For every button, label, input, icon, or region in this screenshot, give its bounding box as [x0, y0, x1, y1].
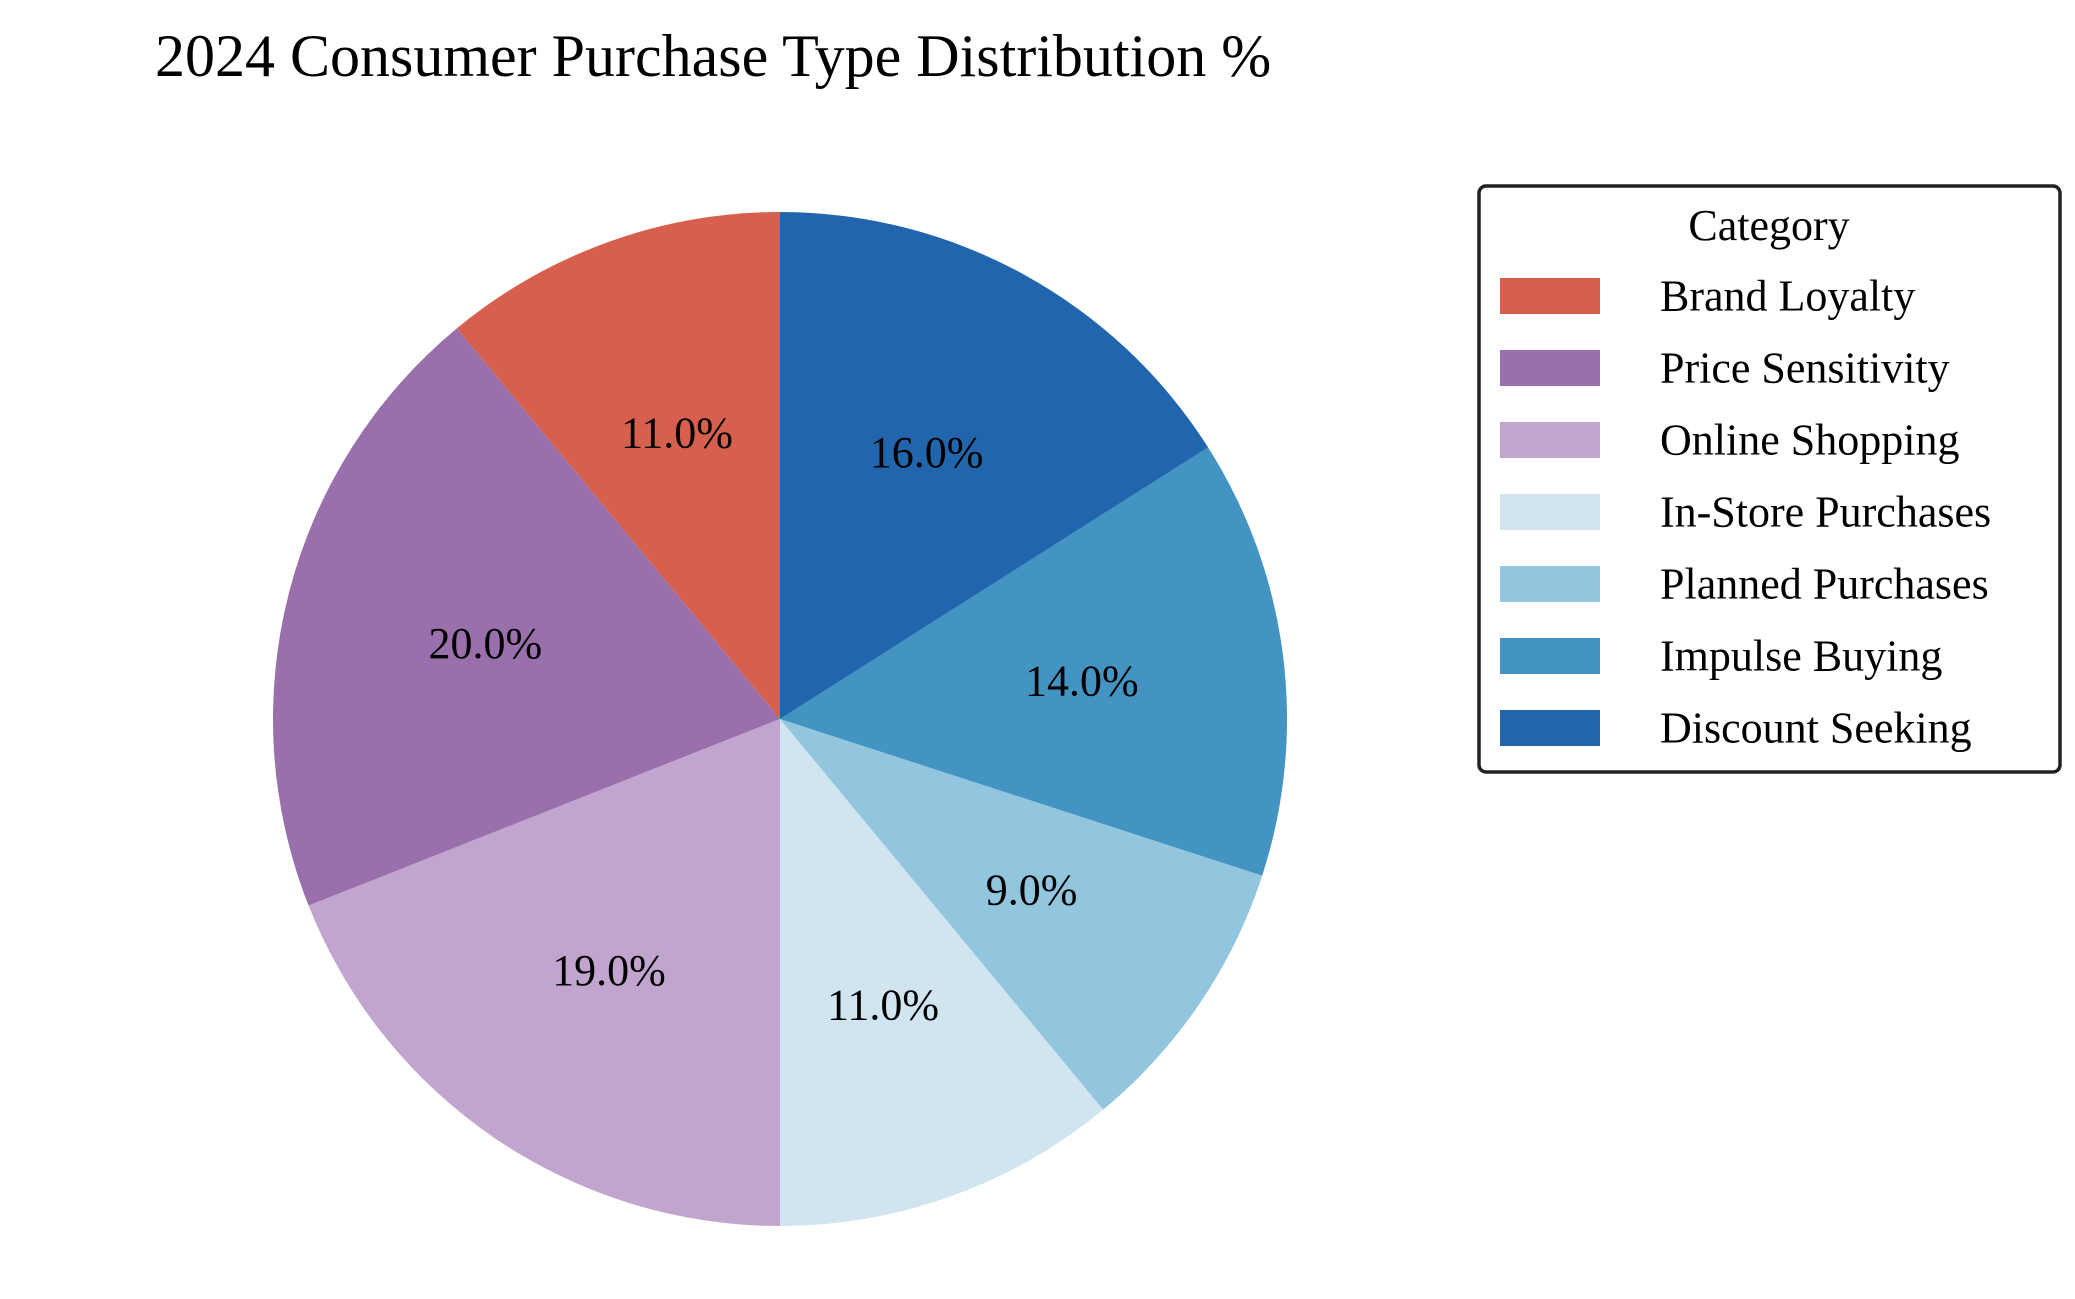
slice-label-in-store-purchases: 11.0% — [827, 981, 939, 1030]
legend-label-impulse-buying: Impulse Buying — [1660, 632, 1942, 681]
pie-slice-impulse-buying — [780, 447, 1287, 876]
legend-swatch-discount-seeking — [1500, 710, 1600, 746]
slice-label-price-sensitivity: 20.0% — [429, 619, 543, 668]
legend-frame — [1477, 184, 2062, 774]
slice-label-impulse-buying: 14.0% — [1025, 656, 1139, 705]
chart-title: 2024 Consumer Purchase Type Distribution… — [155, 23, 1271, 89]
legend-label-planned-purchases: Planned Purchases — [1660, 560, 1989, 609]
legend-swatch-impulse-buying — [1500, 638, 1600, 674]
legend-items: Brand Loyalty Price Sensitivity Online Sho… — [1500, 272, 1991, 753]
pie-slice-online-shopping — [308, 719, 780, 1226]
legend-label-online-shopping: Online Shopping — [1660, 416, 1959, 465]
pie-slice-planned-purchases — [780, 719, 1263, 1110]
legend-title: Category — [1688, 201, 1849, 250]
pie-slices — [273, 211, 1287, 1226]
legend-label-brand-loyalty: Brand Loyalty — [1660, 272, 1915, 321]
legend-swatch-in-store-purchases — [1500, 494, 1600, 530]
pie-slice-labels: 11.0% 20.0% 19.0% 11.0% 9.0% 14.0% 16.0% — [429, 408, 1139, 1029]
legend-label-discount-seeking: Discount Seeking — [1660, 704, 1972, 753]
slice-label-discount-seeking: 16.0% — [870, 428, 984, 477]
slice-label-online-shopping: 19.0% — [552, 946, 666, 995]
legend-label-price-sensitivity: Price Sensitivity — [1660, 344, 1950, 393]
slice-label-brand-loyalty: 11.0% — [621, 408, 733, 457]
legend-swatch-planned-purchases — [1500, 566, 1600, 602]
slice-label-planned-purchases: 9.0% — [986, 865, 1078, 914]
legend-swatch-brand-loyalty — [1500, 278, 1600, 314]
legend-swatch-price-sensitivity — [1500, 350, 1600, 386]
pie-slice-brand-loyalty — [456, 212, 780, 719]
legend: Category Brand Loyalty Price Sensitivity O… — [1477, 184, 2062, 774]
pie-slice-discount-seeking — [780, 211, 1209, 719]
pie-slice-in-store-purchases — [780, 719, 1104, 1226]
legend-label-in-store-purchases: In-Store Purchases — [1660, 488, 1991, 537]
legend-swatch-online-shopping — [1500, 422, 1600, 458]
pie-slice-price-sensitivity — [273, 328, 780, 906]
